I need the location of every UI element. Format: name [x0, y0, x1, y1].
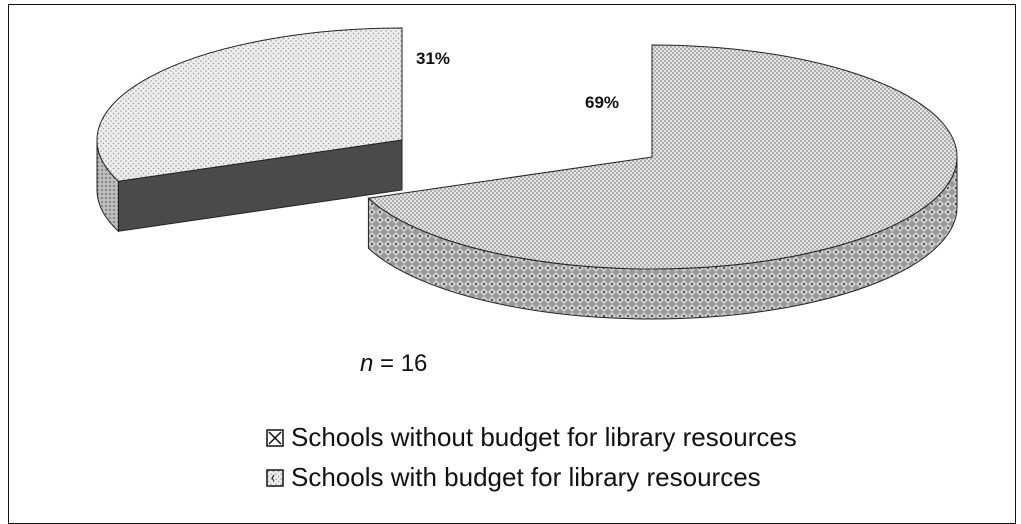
legend-swatch-with-budget	[266, 468, 284, 487]
slice-without-budget-top	[367, 44, 958, 270]
data-label-without-budget: 69%	[585, 93, 619, 112]
data-label-with-budget: 31%	[416, 49, 450, 68]
legend-label-with-budget: Schools with budget for library resource…	[291, 462, 761, 492]
n-value: = 16	[373, 350, 428, 377]
slice-with-budget-top	[96, 27, 403, 182]
sample-size-note: n = 16	[360, 350, 427, 378]
n-variable: n	[360, 350, 374, 377]
legend-item-without-budget: Schools without budget for library resou…	[265, 422, 797, 453]
pie-chart: 69% 31%	[96, 27, 958, 320]
legend-item-with-budget: Schools with budget for library resource…	[265, 462, 761, 493]
legend-label-without-budget: Schools without budget for library resou…	[291, 422, 797, 452]
legend-swatch-without-budget	[266, 428, 284, 447]
